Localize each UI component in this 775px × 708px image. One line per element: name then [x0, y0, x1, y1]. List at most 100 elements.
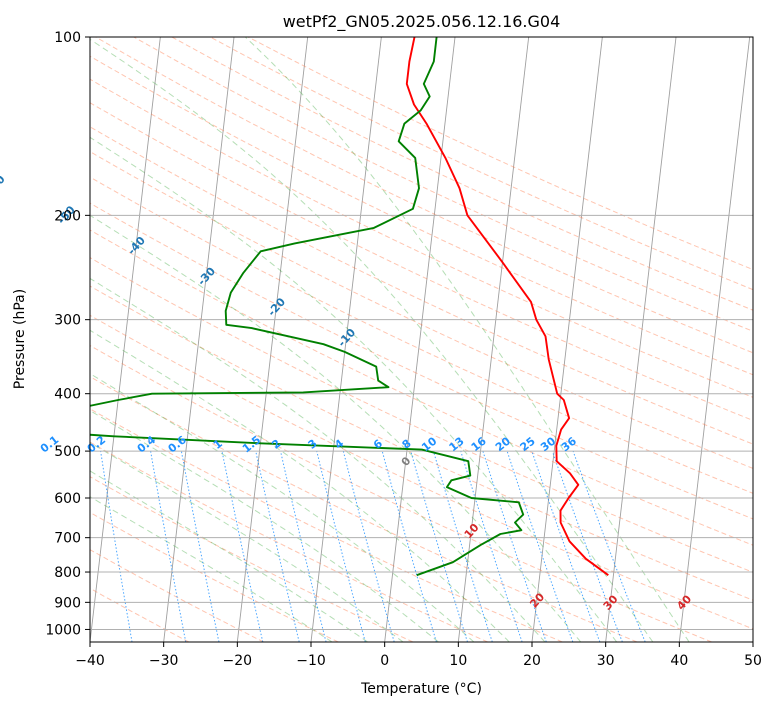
dry-adiabat-line [90, 344, 712, 642]
y-tick-label: 1000 [45, 622, 81, 638]
moist-adiabat-line [90, 441, 404, 642]
plot-frame [89, 36, 754, 643]
mixing-ratio-line [100, 451, 133, 642]
dry-adiabat-line [90, 476, 414, 642]
isotherm-label: 30 [601, 592, 621, 612]
y-tick-label: 800 [54, 565, 81, 581]
moist-adiabat-line [90, 496, 333, 642]
x-axis-ticks: −40 −30 −20 −10 0 10 20 30 40 50 [75, 642, 762, 669]
moist-adiabat-line [90, 373, 475, 642]
y-tick-label: 300 [54, 313, 81, 329]
y-tick-label: 500 [54, 444, 81, 460]
x-tick-label: 50 [744, 653, 762, 669]
mixing-ratio-line [280, 450, 327, 642]
mixing-ratio-line [410, 450, 468, 642]
moist-adiabat-line [90, 470, 368, 642]
dry-adiabat-line [90, 78, 753, 398]
dry-adiabat-line [90, 376, 638, 642]
mixing-ratio-line [221, 451, 264, 642]
isotherm-label: -20 [265, 295, 288, 319]
background-reference-lines [90, 37, 753, 642]
dry-adiabat-line [90, 587, 190, 642]
isotherm-line [752, 638, 753, 642]
x-tick-label: −40 [75, 653, 105, 669]
x-tick-label: −30 [149, 653, 179, 669]
dry-adiabat-line [90, 314, 753, 630]
chart-title: wetPf2_GN05.2025.056.12.16.G04 [283, 12, 561, 32]
dry-adiabat-line [95, 37, 753, 354]
dry-adiabat-line [90, 55, 753, 376]
isotherm-line [384, 37, 456, 642]
mixing-ratio-line [150, 451, 187, 642]
sounding-profiles [90, 37, 609, 577]
isotherm-label: 40 [674, 592, 694, 612]
isotherm-line [678, 37, 751, 642]
isotherm-label: -10 [335, 326, 358, 350]
moist-adiabat-line [90, 214, 582, 642]
x-tick-label: 10 [449, 653, 467, 669]
mixing-ratio-line [531, 450, 601, 642]
moist-adiabat-line [90, 329, 510, 642]
y-tick-label: 200 [54, 208, 81, 224]
isotherm-line [457, 37, 530, 642]
moist-adiabat-line [90, 38, 654, 642]
dry-adiabat-line [90, 511, 339, 642]
isotherm-line [90, 37, 161, 642]
mixing-ratio-line [381, 450, 437, 642]
moist-adiabat-line [90, 409, 439, 642]
y-axis-ticks: 100 200 300 400 500 600 700 800 900 1000 [45, 30, 90, 638]
y-axis-label: Pressure (hPa) [12, 289, 28, 389]
y-tick-label: 100 [54, 30, 81, 46]
dry-adiabat-line [90, 408, 563, 642]
x-tick-label: 40 [670, 653, 688, 669]
dry-adiabat-line [90, 257, 753, 573]
x-tick-label: −20 [223, 653, 253, 669]
x-axis-label: Temperature (°C) [360, 681, 482, 697]
y-tick-label: 700 [54, 531, 81, 547]
x-tick-label: 30 [597, 653, 615, 669]
dry-adiabat-line [90, 229, 753, 546]
isotherm-line [310, 37, 382, 642]
dry-adiabat-line [171, 37, 753, 311]
mixing-ratio-line [572, 450, 646, 642]
moist-adiabat-line [244, 37, 690, 642]
mixing-ratio-line [316, 450, 366, 642]
moist-adiabat-line [90, 277, 546, 642]
mixing-ratio-line [255, 451, 300, 642]
mixing-ratio-line [460, 450, 523, 642]
y-tick-label: 900 [54, 595, 81, 611]
isotherm-label: 20 [527, 590, 547, 610]
x-tick-label: −10 [296, 653, 326, 669]
x-tick-label: 20 [523, 653, 541, 669]
dry-adiabat-line [90, 285, 753, 601]
isotherm-line [163, 37, 235, 642]
mixing-ratio-line [342, 450, 395, 642]
dry-adiabat-line [90, 126, 753, 445]
temperature-profile-line [405, 37, 609, 576]
isotherm-line [236, 37, 309, 642]
dry-adiabat-line [247, 37, 753, 271]
dry-adiabat-line [90, 441, 488, 642]
isotherm-line [605, 37, 677, 642]
mixing-ratio-label: 6 [371, 437, 385, 452]
mixing-ratio-label: 0.4 [135, 433, 159, 455]
pressure-gridlines [90, 37, 753, 630]
mixing-ratio-line [180, 451, 220, 642]
moist-adiabat-line [90, 136, 618, 642]
mixing-ratio-line [482, 450, 547, 642]
dry-adiabat-line [90, 549, 264, 642]
dry-adiabat-line [133, 37, 753, 332]
dry-adiabat-line [90, 102, 753, 421]
mixing-ratio-line [506, 450, 574, 642]
x-tick-label: 0 [380, 653, 389, 669]
dewpoint-profile-line [90, 37, 525, 577]
y-tick-label: 600 [54, 491, 81, 507]
mixing-ratio-label: 3 [306, 437, 320, 452]
mixing-ratio-line [551, 450, 623, 642]
isotherm-label: -60 [0, 172, 8, 196]
y-tick-label: 400 [54, 387, 81, 403]
dry-adiabat-line [90, 176, 753, 494]
mixing-ratio-line [433, 450, 493, 642]
isotherm-line [531, 37, 603, 642]
